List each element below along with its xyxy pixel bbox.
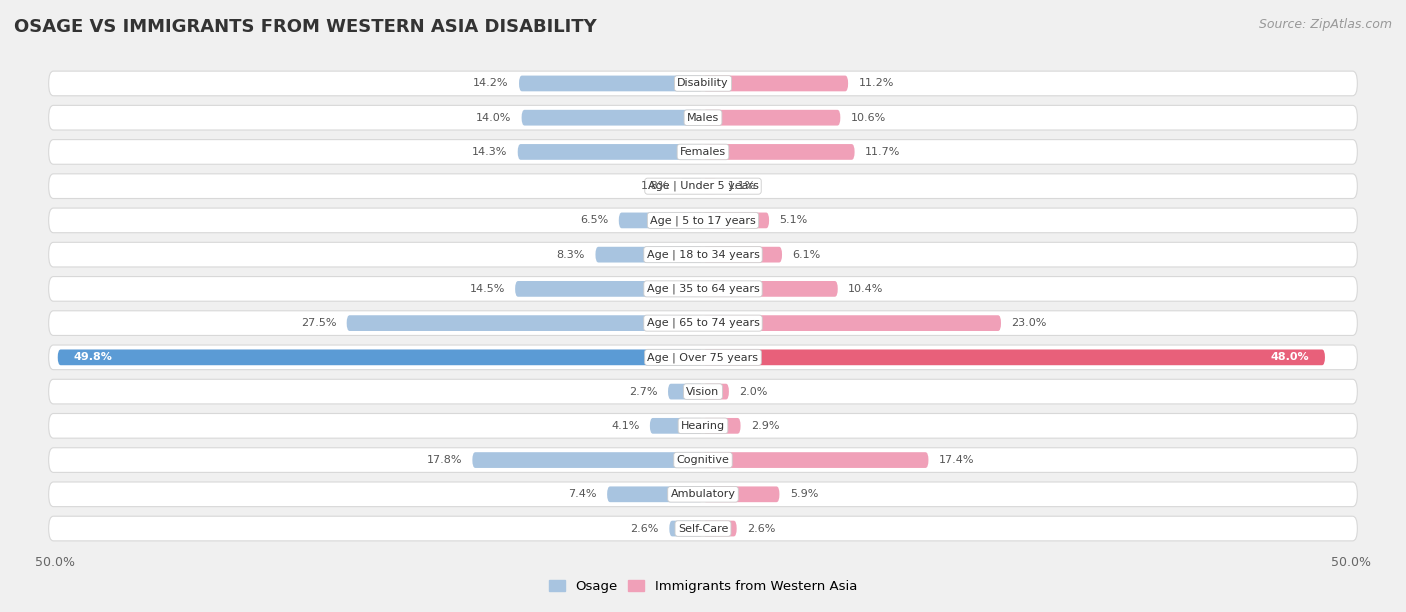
- Text: 1.1%: 1.1%: [728, 181, 756, 191]
- Text: Cognitive: Cognitive: [676, 455, 730, 465]
- FancyBboxPatch shape: [703, 178, 717, 194]
- FancyBboxPatch shape: [522, 110, 703, 125]
- Text: 2.7%: 2.7%: [628, 387, 658, 397]
- Text: Age | Over 75 years: Age | Over 75 years: [648, 352, 758, 362]
- Text: Vision: Vision: [686, 387, 720, 397]
- Text: Age | Under 5 years: Age | Under 5 years: [648, 181, 758, 192]
- FancyBboxPatch shape: [703, 281, 838, 297]
- FancyBboxPatch shape: [703, 487, 779, 502]
- Text: 2.0%: 2.0%: [740, 387, 768, 397]
- Text: 4.1%: 4.1%: [612, 421, 640, 431]
- FancyBboxPatch shape: [49, 516, 1357, 541]
- Text: Source: ZipAtlas.com: Source: ZipAtlas.com: [1258, 18, 1392, 31]
- Text: Age | 35 to 64 years: Age | 35 to 64 years: [647, 283, 759, 294]
- FancyBboxPatch shape: [472, 452, 703, 468]
- FancyBboxPatch shape: [519, 75, 703, 91]
- FancyBboxPatch shape: [703, 315, 1001, 331]
- FancyBboxPatch shape: [703, 110, 841, 125]
- Text: 49.8%: 49.8%: [73, 353, 112, 362]
- Text: 17.8%: 17.8%: [426, 455, 463, 465]
- Text: 6.1%: 6.1%: [793, 250, 821, 259]
- Text: 8.3%: 8.3%: [557, 250, 585, 259]
- Text: Age | 18 to 34 years: Age | 18 to 34 years: [647, 250, 759, 260]
- FancyBboxPatch shape: [703, 521, 737, 537]
- FancyBboxPatch shape: [703, 75, 848, 91]
- Text: 2.6%: 2.6%: [747, 523, 776, 534]
- FancyBboxPatch shape: [49, 71, 1357, 96]
- FancyBboxPatch shape: [49, 414, 1357, 438]
- FancyBboxPatch shape: [703, 384, 728, 400]
- FancyBboxPatch shape: [49, 208, 1357, 233]
- FancyBboxPatch shape: [49, 379, 1357, 404]
- Text: OSAGE VS IMMIGRANTS FROM WESTERN ASIA DISABILITY: OSAGE VS IMMIGRANTS FROM WESTERN ASIA DI…: [14, 18, 596, 36]
- Text: 1.8%: 1.8%: [641, 181, 669, 191]
- FancyBboxPatch shape: [49, 174, 1357, 198]
- FancyBboxPatch shape: [49, 482, 1357, 507]
- FancyBboxPatch shape: [49, 140, 1357, 164]
- Text: 14.5%: 14.5%: [470, 284, 505, 294]
- FancyBboxPatch shape: [703, 452, 928, 468]
- FancyBboxPatch shape: [703, 212, 769, 228]
- Text: Self-Care: Self-Care: [678, 523, 728, 534]
- Text: Age | 65 to 74 years: Age | 65 to 74 years: [647, 318, 759, 329]
- FancyBboxPatch shape: [703, 418, 741, 434]
- FancyBboxPatch shape: [607, 487, 703, 502]
- FancyBboxPatch shape: [517, 144, 703, 160]
- Legend: Osage, Immigrants from Western Asia: Osage, Immigrants from Western Asia: [544, 575, 862, 598]
- FancyBboxPatch shape: [669, 521, 703, 537]
- Text: Hearing: Hearing: [681, 421, 725, 431]
- Text: 6.5%: 6.5%: [581, 215, 609, 225]
- FancyBboxPatch shape: [703, 349, 1324, 365]
- Text: 11.2%: 11.2%: [859, 78, 894, 89]
- Text: 14.2%: 14.2%: [474, 78, 509, 89]
- Text: 10.6%: 10.6%: [851, 113, 886, 122]
- Text: 5.1%: 5.1%: [779, 215, 807, 225]
- Text: Males: Males: [688, 113, 718, 122]
- Text: 14.3%: 14.3%: [472, 147, 508, 157]
- FancyBboxPatch shape: [650, 418, 703, 434]
- Text: Disability: Disability: [678, 78, 728, 89]
- FancyBboxPatch shape: [596, 247, 703, 263]
- Text: 2.9%: 2.9%: [751, 421, 779, 431]
- Text: 48.0%: 48.0%: [1271, 353, 1309, 362]
- Text: 23.0%: 23.0%: [1011, 318, 1046, 328]
- FancyBboxPatch shape: [703, 144, 855, 160]
- FancyBboxPatch shape: [49, 448, 1357, 472]
- FancyBboxPatch shape: [703, 247, 782, 263]
- Text: 7.4%: 7.4%: [568, 490, 596, 499]
- FancyBboxPatch shape: [619, 212, 703, 228]
- FancyBboxPatch shape: [347, 315, 703, 331]
- Text: 2.6%: 2.6%: [630, 523, 659, 534]
- Text: 5.9%: 5.9%: [790, 490, 818, 499]
- FancyBboxPatch shape: [668, 384, 703, 400]
- FancyBboxPatch shape: [515, 281, 703, 297]
- Text: 17.4%: 17.4%: [939, 455, 974, 465]
- FancyBboxPatch shape: [679, 178, 703, 194]
- Text: 14.0%: 14.0%: [475, 113, 512, 122]
- FancyBboxPatch shape: [49, 311, 1357, 335]
- Text: 27.5%: 27.5%: [301, 318, 336, 328]
- Text: Ambulatory: Ambulatory: [671, 490, 735, 499]
- FancyBboxPatch shape: [49, 242, 1357, 267]
- Text: Age | 5 to 17 years: Age | 5 to 17 years: [650, 215, 756, 226]
- Text: 11.7%: 11.7%: [865, 147, 900, 157]
- Text: 10.4%: 10.4%: [848, 284, 883, 294]
- Text: Females: Females: [681, 147, 725, 157]
- FancyBboxPatch shape: [49, 277, 1357, 301]
- FancyBboxPatch shape: [49, 105, 1357, 130]
- FancyBboxPatch shape: [49, 345, 1357, 370]
- FancyBboxPatch shape: [58, 349, 703, 365]
